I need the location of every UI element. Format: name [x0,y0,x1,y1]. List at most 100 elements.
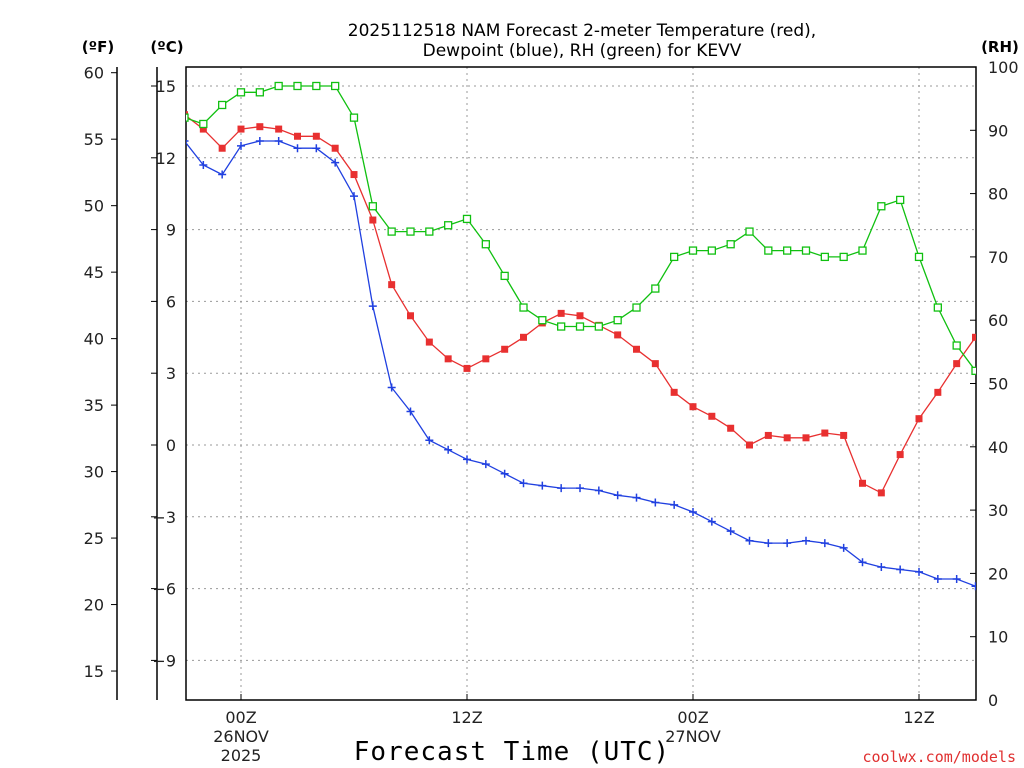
temperature-point [670,388,678,396]
temperature-point [934,388,942,396]
celsius-tick-label: 9 [166,221,176,240]
dewpoint-point [331,158,340,167]
fahrenheit-tick-label: 30 [84,463,104,482]
dewpoint-point [538,481,547,490]
dewpoint-point [519,479,528,488]
temperature-point [520,333,527,341]
rh-point [312,81,321,91]
dewpoint-point [594,486,603,495]
celsius-tick-labels: 15 12 9 6 3 0 −3 −6 −9 [151,77,176,670]
dewpoint-point [896,565,905,574]
fahrenheit-tick-label: 35 [84,396,104,415]
temperature-point [840,431,848,439]
rh-point [971,366,976,375]
rh-point [255,88,264,97]
dewpoint-point [726,527,735,536]
temperature-point [331,144,339,152]
dewpoint-point [952,575,961,584]
fahrenheit-tick-label: 55 [84,130,104,149]
temperature-point [859,479,866,487]
rh-point [218,100,227,110]
chart-title-line1: 2025112518 NAM Forecast 2-meter Temperat… [348,21,816,41]
rh-tick-label: 40 [988,438,1008,457]
dewpoint-point [199,160,208,169]
rh-point [444,221,453,230]
dewpoint-point [858,558,867,567]
temperature-point [312,132,320,140]
time-tick-label: 12Z [903,708,934,727]
dewpoint-point [971,582,976,591]
dewpoint-point [670,500,679,509]
temperature-point [576,312,584,320]
rh-point [125,114,132,121]
temperature-point [953,360,961,368]
rh-point [425,227,434,236]
dewpoint-point [350,192,358,201]
temperature-point [482,355,490,363]
rh-tick-label: 70 [988,248,1008,267]
dewpoint-point [915,567,923,576]
celsius-tick-label: 15 [156,77,176,96]
time-tick-label: 00Z [225,708,256,727]
time-tick-label: 27NOV [665,727,721,746]
rh-point [764,246,773,255]
dewpoint-point [820,539,829,548]
temperature-point [501,345,509,353]
dewpoint-point [481,460,490,469]
rh-point [707,246,716,255]
fahrenheit-tick-label: 50 [84,197,104,216]
temperature-point [708,412,716,420]
celsius-tick-label: 6 [166,292,176,311]
fahrenheit-tick-label: 15 [84,662,104,681]
dewpoint-point [877,563,886,572]
dewpoint-point [651,498,660,507]
rh-point [462,214,472,224]
rh-point [106,108,113,115]
dewpoint-point [745,536,754,545]
temperature-point [764,431,772,439]
temperature-point [651,360,659,368]
celsius-tick-label: 0 [166,436,176,455]
fahrenheit-tick-labels: 60 55 50 45 40 35 30 25 20 15 [84,64,117,681]
rh-tick-label: 80 [988,185,1008,204]
rh-point [293,81,302,91]
temperature-point [689,403,697,411]
rh-point [387,227,396,236]
temperature-point [143,92,150,99]
dewpoint-point [425,436,434,445]
time-tick-labels: 00Z26NOV202512Z00Z27NOV12Z00Z28NOV12Z00Z… [213,694,935,765]
temperature-point [783,434,791,442]
dewpoint-point [312,144,321,153]
rh-point [745,227,754,236]
dewpoint-point [990,594,998,602]
rh-point [933,303,942,312]
temperature-point [199,125,207,133]
temperature-point [125,92,132,99]
dewpoint-line [186,140,976,588]
fahrenheit-tick-label: 40 [84,330,104,349]
rh-point [632,303,641,312]
rh-point [688,246,698,255]
dewpoint-point [274,137,283,146]
celsius-tick-label: 3 [166,364,176,383]
rh-point [186,113,189,122]
rh-point [557,322,566,331]
rh-point [519,303,528,312]
temperature-point [218,144,226,152]
rh-point [368,202,377,211]
temperature-point [727,424,735,432]
rh-point [594,322,603,331]
rh-point [991,393,998,400]
rh-point [199,119,208,129]
rh-point [274,81,283,91]
dewpoint-point [500,469,509,478]
dewpoint-point [368,302,377,311]
temperature-point [633,345,640,353]
series-temperature [125,92,976,497]
dewpoint-point [255,137,264,146]
chart-title-line2: Dewpoint (blue), RH (green) for KEVV [423,41,742,61]
dewpoint-point [632,493,641,502]
celsius-tick-label: −9 [152,651,176,670]
rh-point [349,113,359,122]
